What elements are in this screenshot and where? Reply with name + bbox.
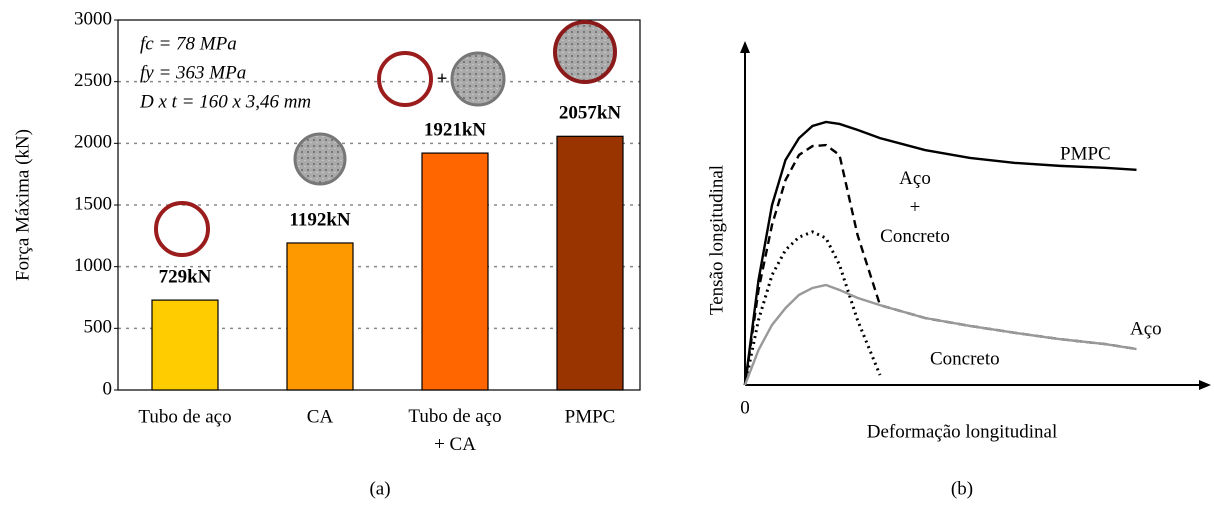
- y-axis-label: Tensão longitudinal: [706, 165, 727, 315]
- series-label: Concreto: [930, 348, 1000, 369]
- series-label: Aço: [1130, 318, 1162, 339]
- panel-label: (b): [951, 478, 973, 499]
- value-label: 1921kN: [424, 119, 487, 140]
- x-tick-label: Tubo de aço: [138, 406, 231, 427]
- x-tick-label: PMPC: [565, 406, 616, 427]
- x-tick-label: CA: [307, 406, 334, 427]
- y-tick-label: 1000: [74, 255, 112, 276]
- line: [743, 283, 1137, 386]
- bar: [286, 242, 354, 391]
- y-tick-label: 2500: [74, 70, 112, 91]
- annotation: fc = 78 MPa: [140, 33, 237, 54]
- svg-text:+: +: [437, 68, 448, 89]
- x-arrow: [1199, 380, 1211, 390]
- annotation: fy = 363 MPa: [140, 62, 246, 83]
- value-label: 2057kN: [559, 103, 622, 124]
- x-tick-label: Tubo de aço + CA: [408, 406, 501, 455]
- bar: [556, 135, 624, 391]
- y-tick-label: 3000: [74, 8, 112, 29]
- x-tick-label: 0: [740, 397, 750, 418]
- y-tick-label: 2000: [74, 132, 112, 153]
- section-icons: +: [154, 20, 617, 257]
- panel-label: (a): [369, 478, 390, 499]
- bar: [151, 299, 219, 391]
- line: [743, 120, 1137, 386]
- plot-frame: [117, 19, 641, 391]
- y-axis-label: Força Máxima (kN): [12, 129, 33, 281]
- annotation: D x t = 160 x 3,46 mm: [139, 91, 311, 112]
- y-tick-label: 1500: [74, 193, 112, 214]
- series-label: PMPC: [1060, 143, 1111, 164]
- x-axis-label: Deformação longitudinal: [867, 421, 1057, 442]
- bar: [421, 152, 489, 391]
- series-label: Aço + Concreto: [880, 168, 950, 247]
- y-tick-label: 0: [103, 378, 113, 399]
- value-label: 1192kN: [289, 209, 351, 230]
- value-label: 729kN: [159, 266, 212, 287]
- y-arrow: [740, 41, 750, 53]
- y-tick-label: 500: [84, 317, 113, 338]
